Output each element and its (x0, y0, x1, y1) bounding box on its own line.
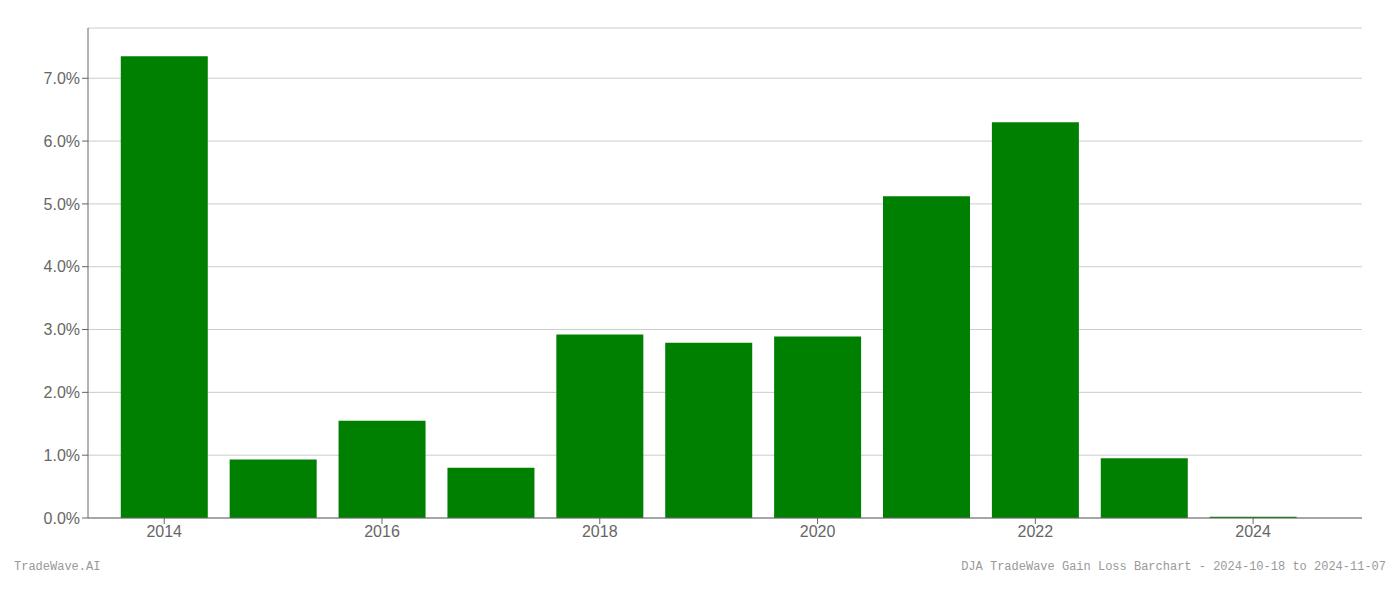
svg-text:2014: 2014 (146, 523, 182, 540)
svg-text:5.0%: 5.0% (44, 196, 80, 213)
svg-text:6.0%: 6.0% (44, 133, 80, 150)
svg-text:1.0%: 1.0% (44, 447, 80, 464)
svg-text:2.0%: 2.0% (44, 384, 80, 401)
svg-text:0.0%: 0.0% (44, 510, 80, 527)
svg-text:3.0%: 3.0% (44, 321, 80, 338)
svg-text:2018: 2018 (582, 523, 618, 540)
html-text:DJA TradeWave Gain Loss Barcha: DJA TradeWave Gain Loss Barchart - 2024-… (961, 560, 1386, 574)
svg-text:2022: 2022 (1018, 523, 1054, 540)
svg-text:4.0%: 4.0% (44, 258, 80, 275)
html-text:TradeWave.AI: TradeWave.AI (14, 560, 101, 574)
svg-text:7.0%: 7.0% (44, 70, 80, 87)
svg-text:2016: 2016 (364, 523, 400, 540)
svg-text:2024: 2024 (1235, 523, 1271, 540)
svg-text:2020: 2020 (800, 523, 836, 540)
